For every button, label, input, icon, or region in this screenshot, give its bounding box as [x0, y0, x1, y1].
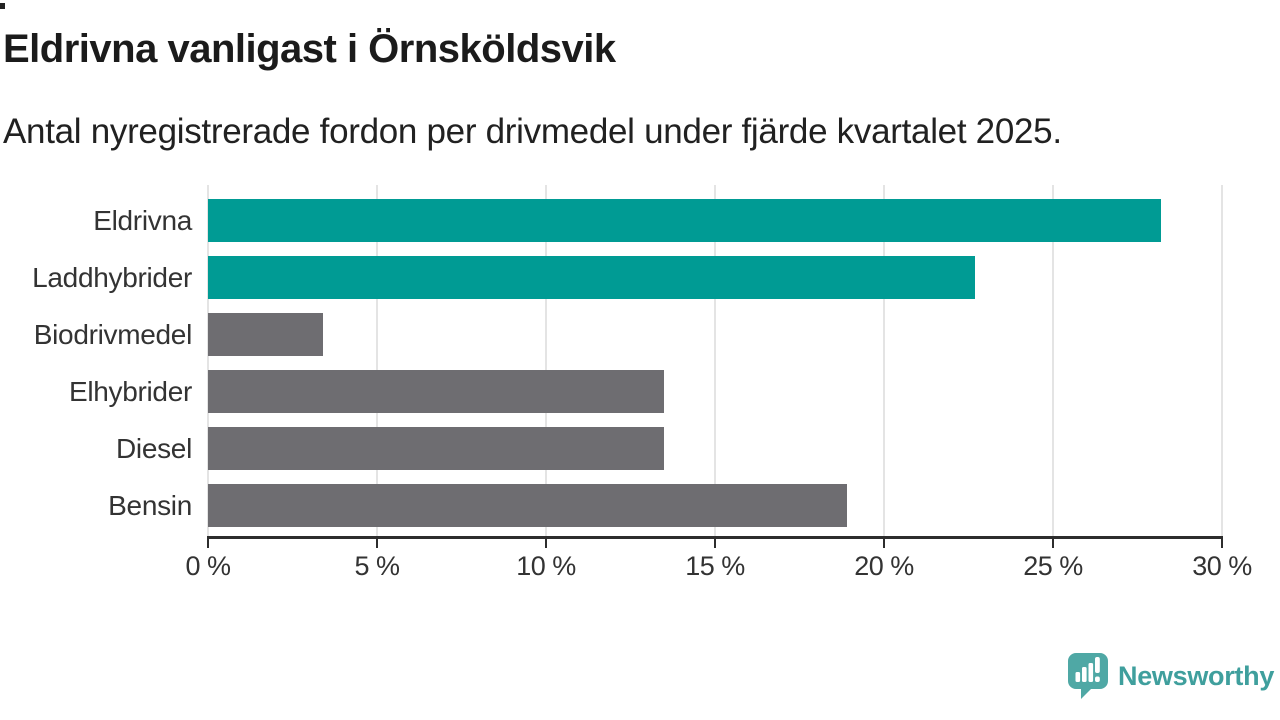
newsworthy-logo-icon — [1068, 652, 1108, 699]
bar-elhybrider — [208, 370, 664, 413]
x-tick-mark — [883, 536, 885, 548]
newsworthy-logo: Newsworthy — [1068, 652, 1274, 700]
bar-diesel — [208, 427, 664, 470]
x-tick-label: 0 % — [185, 551, 231, 581]
x-gridline — [1052, 185, 1054, 536]
x-gridline — [207, 185, 209, 536]
x-gridline — [1221, 185, 1223, 536]
chart-title: Eldrivna vanligast i Örnsköldsvik — [3, 27, 616, 71]
x-tick-mark — [1221, 536, 1223, 548]
bar-biodrivmedel — [208, 313, 323, 356]
y-category-label: Elhybrider — [68, 376, 192, 407]
x-tick-mark — [376, 536, 378, 548]
x-tick-label: 25 % — [1023, 551, 1083, 581]
bar-laddhybrider — [208, 256, 975, 299]
x-tick-label: 15 % — [685, 551, 745, 581]
x-tick-mark — [1052, 536, 1054, 548]
x-gridline — [883, 185, 885, 536]
corner-artifact-mark — [0, 3, 5, 9]
x-tick-label: 10 % — [516, 551, 576, 581]
x-gridline — [714, 185, 716, 536]
y-category-label: Biodrivmedel — [33, 319, 193, 350]
y-category-label: Bensin — [108, 490, 192, 521]
y-category-label: Diesel — [115, 433, 192, 464]
x-tick-mark — [207, 536, 209, 548]
x-gridline — [376, 185, 378, 536]
x-gridline — [545, 185, 547, 536]
y-category-label: Eldrivna — [93, 205, 192, 236]
x-tick-label: 20 % — [854, 551, 914, 581]
chart-subtitle: Antal nyregistrerade fordon per drivmede… — [3, 112, 1062, 151]
x-tick-mark — [714, 536, 716, 548]
x-tick-label: 30 % — [1192, 551, 1252, 581]
y-category-label: Laddhybrider — [32, 262, 192, 293]
bar-bensin — [208, 484, 847, 527]
bar-eldrivna — [208, 199, 1161, 242]
x-tick-mark — [545, 536, 547, 548]
newsworthy-logo-text: Newsworthy — [1118, 660, 1275, 691]
x-tick-label: 5 % — [354, 551, 400, 581]
